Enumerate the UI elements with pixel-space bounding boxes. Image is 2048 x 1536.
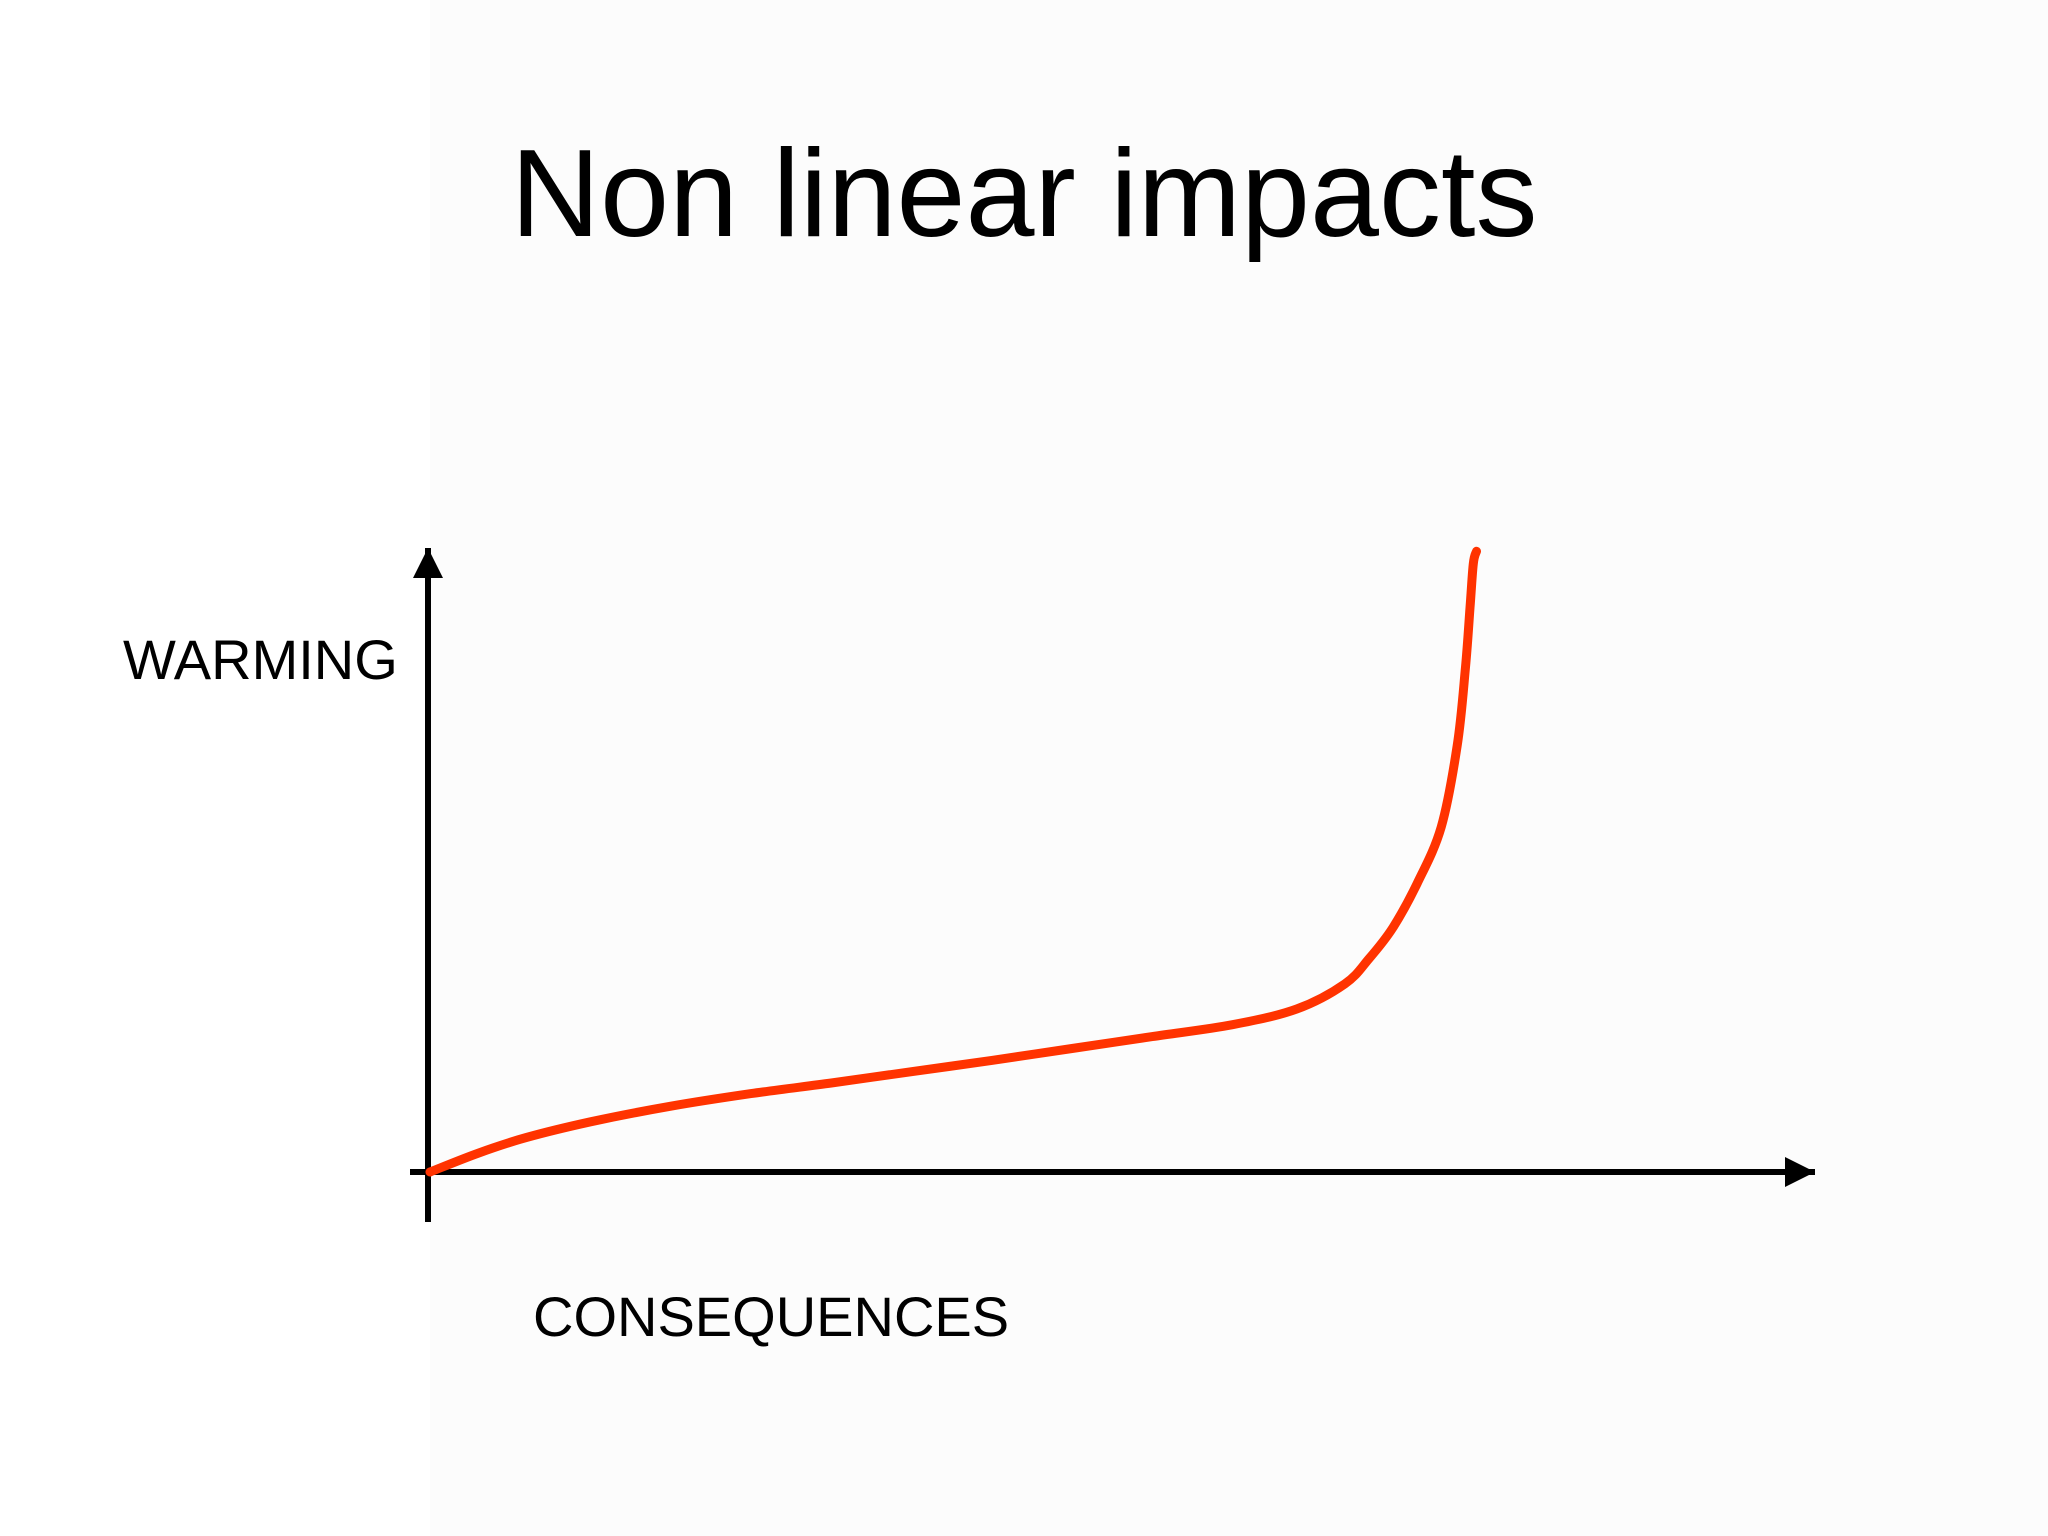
slide-background-shade	[430, 0, 2048, 1536]
x-axis-label: CONSEQUENCES	[533, 1285, 1009, 1348]
y-axis-label: WARMING	[123, 628, 398, 691]
series-line-0	[425, 546, 1481, 1177]
chart-title: Non linear impacts	[511, 125, 1538, 263]
